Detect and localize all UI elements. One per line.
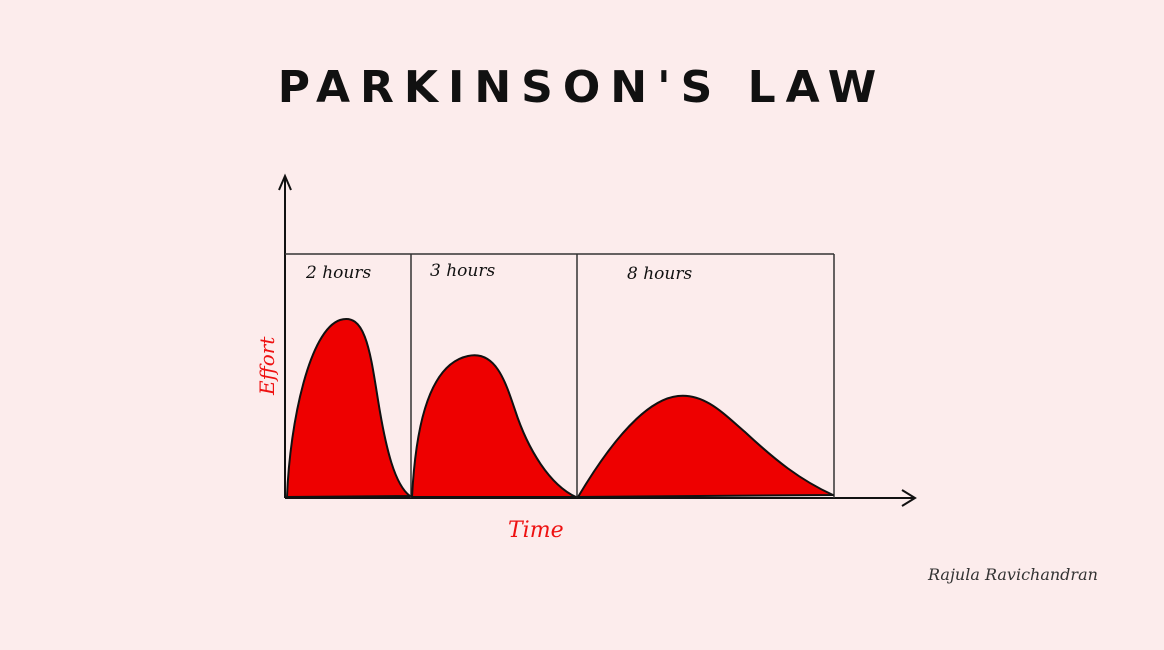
- effort-curve-2-hours: [286, 317, 411, 498]
- y-axis-arrowhead: [278, 173, 292, 191]
- page-title: PARKINSON'S LAW: [277, 62, 887, 113]
- panel-label-8-hours: 8 hours: [627, 264, 692, 284]
- effort-curve-3-hours: [411, 354, 577, 498]
- effort-curve-8-hours: [577, 394, 834, 498]
- x-axis-label: Time: [508, 518, 564, 543]
- signature: Rajula Ravichandran: [927, 565, 1098, 584]
- y-axis-label: Effort: [255, 336, 279, 396]
- panel-label-2-hours: 2 hours: [305, 263, 371, 283]
- panel-label-3-hours: 3 hours: [430, 261, 495, 281]
- x-axis-arrowhead: [901, 489, 917, 507]
